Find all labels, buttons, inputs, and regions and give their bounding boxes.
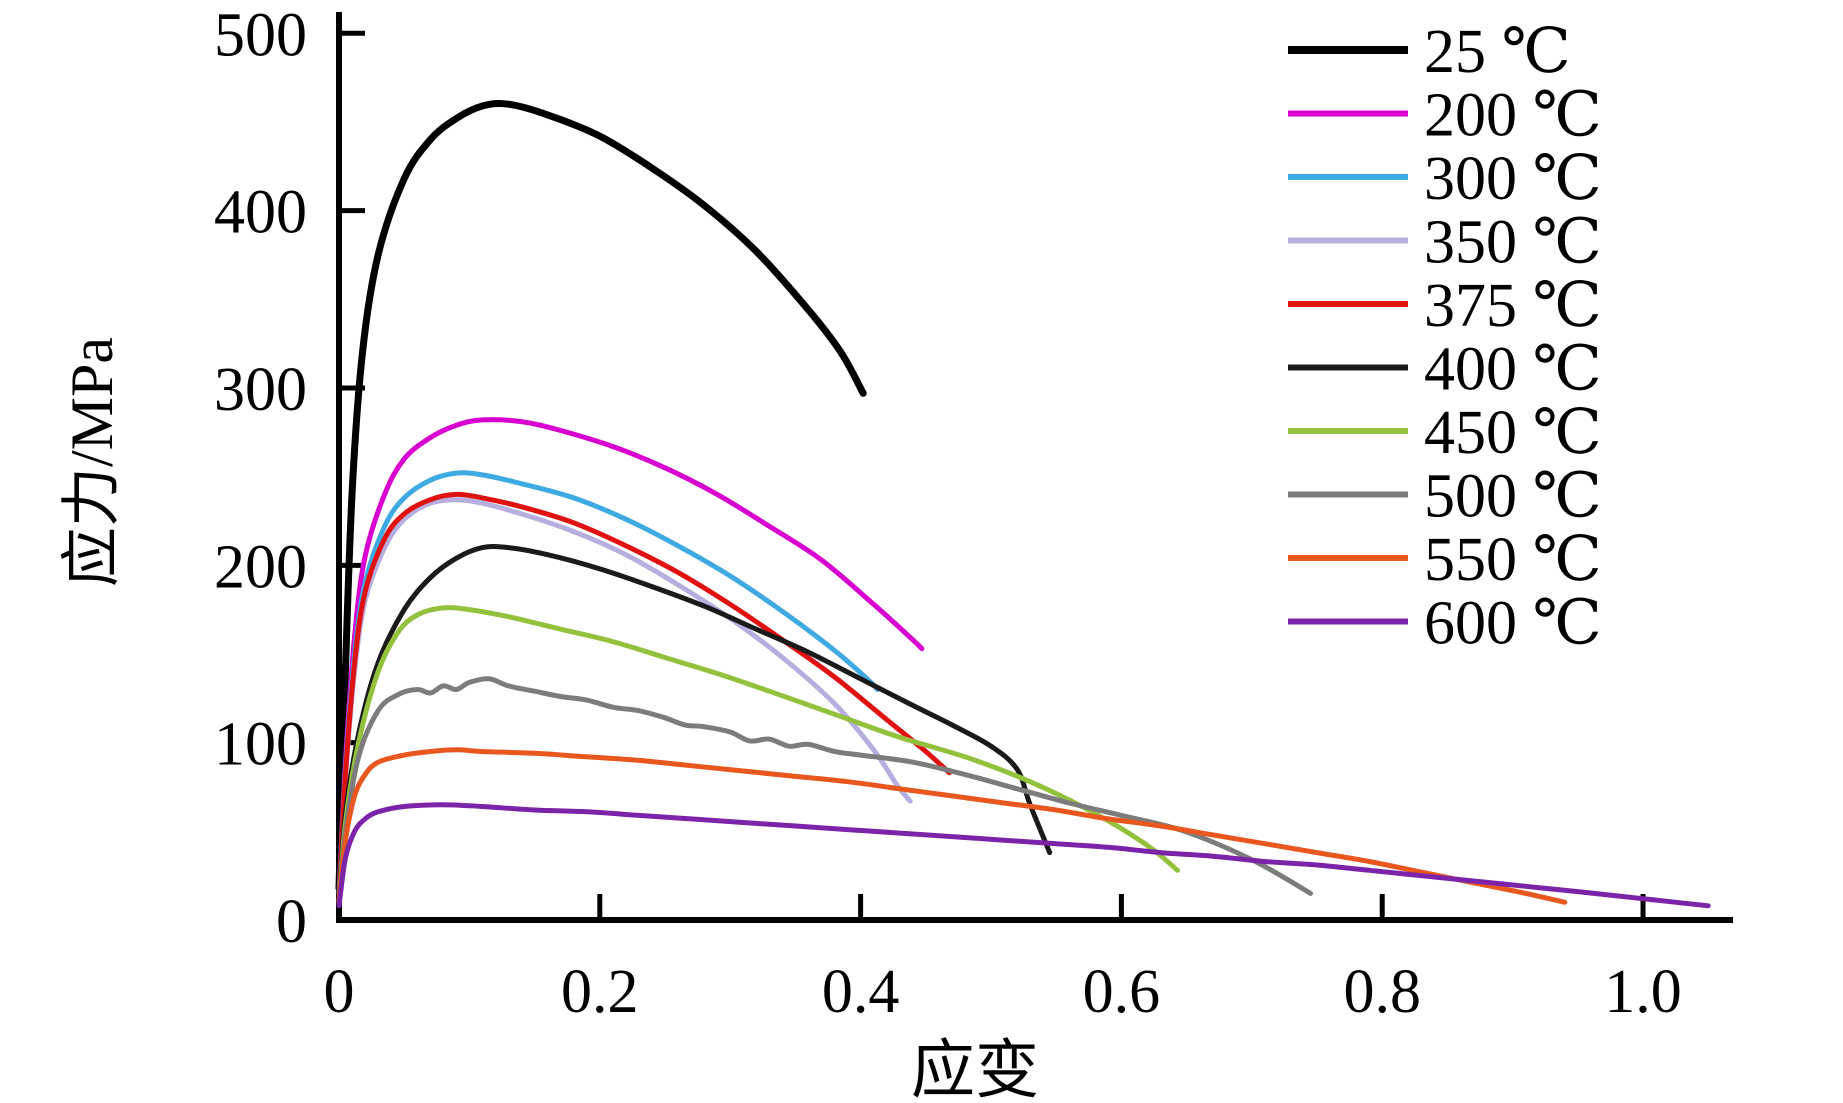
y-tick-label: 400 — [214, 179, 307, 247]
legend-label: 450 ℃ — [1424, 399, 1602, 467]
x-tick-label: 1.0 — [1604, 958, 1682, 1026]
legend-label: 550 ℃ — [1424, 526, 1602, 594]
y-tick-label: 200 — [214, 533, 307, 601]
x-tick-label: 0.6 — [1083, 958, 1161, 1026]
curve-375c — [336, 491, 952, 902]
legend-label: 200 ℃ — [1424, 82, 1602, 150]
legend-label: 300 ℃ — [1424, 145, 1602, 213]
legend-item-600c: 600 ℃ — [1288, 590, 1602, 658]
x-axis-title: 应变 — [911, 1035, 1039, 1103]
y-axis-title: 应力/MPa — [59, 337, 125, 587]
curve-600c — [336, 802, 1711, 909]
legend-item-450c: 450 ℃ — [1288, 399, 1602, 467]
curves — [335, 99, 1711, 909]
y-tick-label: 500 — [214, 1, 307, 69]
x-tick-label: 0.8 — [1343, 958, 1421, 1026]
curve-400c — [336, 543, 1053, 902]
legend-label: 375 ℃ — [1424, 272, 1602, 340]
legend-item-400c: 400 ℃ — [1288, 336, 1602, 404]
curve-450c — [336, 605, 1180, 905]
legend-label: 500 ℃ — [1424, 463, 1602, 531]
tick-labels: 0 0.2 0.4 0.6 0.8 1.0 0 100 200 300 400 500 — [214, 1, 1682, 1026]
legend-label: 400 ℃ — [1424, 336, 1602, 404]
legend-item-300c: 300 ℃ — [1288, 145, 1602, 213]
curve-25c — [335, 99, 867, 892]
legend-item-550c: 550 ℃ — [1288, 526, 1602, 594]
legend-item-375c: 375 ℃ — [1288, 272, 1602, 340]
curve-550c — [336, 747, 1568, 905]
x-tick-label: 0 — [324, 958, 355, 1026]
legend-label: 350 ℃ — [1424, 209, 1602, 277]
legend-item-200c: 200 ℃ — [1288, 82, 1602, 150]
y-tick-label: 0 — [276, 888, 307, 956]
x-tick-label: 0.2 — [561, 958, 639, 1026]
legend-label: 25 ℃ — [1424, 18, 1571, 86]
curve-500c — [336, 676, 1313, 905]
y-tick-label: 300 — [214, 356, 307, 424]
legend-item-350c: 350 ℃ — [1288, 209, 1602, 277]
x-tick-label: 0.4 — [822, 958, 900, 1026]
legend-item-500c: 500 ℃ — [1288, 463, 1602, 531]
y-tick-label: 100 — [214, 711, 307, 779]
legend-item-25c: 25 ℃ — [1288, 18, 1571, 86]
curve-200c — [336, 417, 925, 896]
legend-label: 600 ℃ — [1424, 590, 1602, 658]
